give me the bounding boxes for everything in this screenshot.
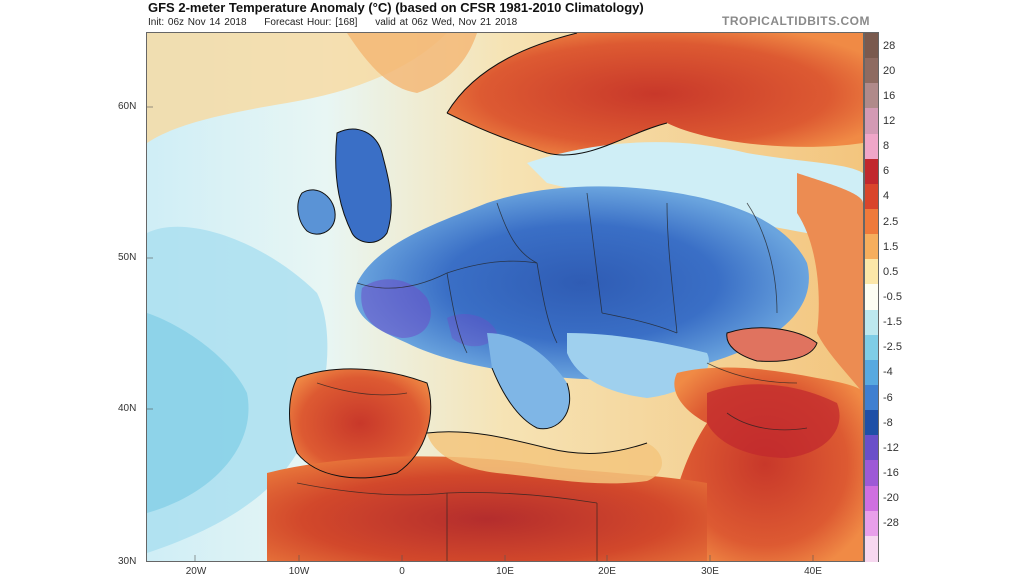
colorbar-label: 1.5 xyxy=(883,240,899,253)
valid-time: valid at 06z Wed, Nov 21 2018 xyxy=(375,17,518,28)
russia-warm xyxy=(797,173,863,393)
colorbar-label: -16 xyxy=(883,467,899,479)
colorbar-cell xyxy=(865,58,878,85)
colorbar-label: 12 xyxy=(883,115,896,127)
colorbar-label: -20 xyxy=(883,492,899,505)
map-svg xyxy=(147,33,863,561)
colorbar-label: -1.5 xyxy=(883,316,902,329)
atlantic-cold-area xyxy=(147,313,249,513)
colorbar-cell xyxy=(865,33,878,59)
colorbar-label: 28 xyxy=(883,39,896,52)
colorbar-label: 4 xyxy=(883,190,890,203)
lon-label-20e: 20E xyxy=(598,566,616,576)
balkans-cool xyxy=(567,333,709,398)
italy-cool xyxy=(487,333,570,429)
colorbar-cell xyxy=(865,209,878,235)
colorbar xyxy=(864,32,879,562)
colorbar-label: 8 xyxy=(883,140,890,153)
ireland-cold xyxy=(297,189,336,235)
colorbar-cell xyxy=(865,234,878,261)
colorbar-cell xyxy=(865,385,878,411)
colorbar-cell xyxy=(865,410,878,437)
scandinavia-warm xyxy=(447,33,863,156)
colorbar-cell xyxy=(865,460,878,487)
brand-watermark: TROPICALTIDBITS.COM xyxy=(722,14,870,28)
colorbar-cell xyxy=(865,510,878,537)
colorbar-cell xyxy=(865,485,878,512)
colorbar-label: 2.5 xyxy=(883,215,899,228)
black-sea-warm xyxy=(726,327,817,362)
forecast-hour: Forecast Hour: [168] xyxy=(264,17,358,28)
lon-label-10e: 10E xyxy=(496,566,514,576)
colorbar-label: -4 xyxy=(883,366,893,379)
lat-label-50n: 50N xyxy=(118,252,137,263)
colorbar-cell xyxy=(865,309,878,336)
lon-label-20w: 20W xyxy=(185,566,207,576)
lon-label-0: 0 xyxy=(399,566,405,576)
britain-cold xyxy=(335,129,392,243)
colorbar-cell xyxy=(865,158,878,185)
colorbar-label: -28 xyxy=(883,517,899,530)
lat-label-30n: 30N xyxy=(118,556,137,567)
colorbar-label: 16 xyxy=(883,89,896,102)
colorbar-cell xyxy=(865,535,878,562)
lon-label-30e: 30E xyxy=(701,566,719,576)
colorbar-label: -2.5 xyxy=(883,341,902,354)
colorbar-label: -12 xyxy=(883,441,899,454)
lon-label-40e: 40E xyxy=(804,566,822,576)
init-time: Init: 06z Nov 14 2018 xyxy=(148,17,247,28)
colorbar-cell xyxy=(865,108,878,135)
central-europe-cold xyxy=(354,186,809,380)
colorbar-cell xyxy=(865,133,878,160)
coastlines xyxy=(289,33,818,479)
lat-label-60n: 60N xyxy=(118,101,137,112)
country-borders xyxy=(296,192,808,561)
lon-label-10w: 10W xyxy=(288,566,310,576)
mediterranean-sea xyxy=(427,431,662,484)
norwegian-sea-warm xyxy=(347,33,477,93)
colorbar-cell xyxy=(865,435,878,462)
colorbar-cell xyxy=(865,259,878,286)
colorbar-label: -0.5 xyxy=(883,291,902,303)
lat-label-40n: 40N xyxy=(118,403,137,414)
baltic-cool-band xyxy=(527,142,863,243)
anatolia-hot xyxy=(707,384,840,458)
map-subtitle: Init: 06z Nov 14 2018 Forecast Hour: [16… xyxy=(148,17,531,28)
colorbar-cell xyxy=(865,334,878,361)
anomaly-map xyxy=(146,32,864,562)
iberia-warm xyxy=(289,368,431,478)
colorbar-cell xyxy=(865,183,878,210)
colorbar-label: 20 xyxy=(883,64,896,77)
colorbar-cell xyxy=(865,284,878,311)
colorbar-label: -6 xyxy=(883,391,893,404)
graticule xyxy=(147,106,814,561)
map-title: GFS 2-meter Temperature Anomaly (°C) (ba… xyxy=(148,0,644,15)
colorbar-cell xyxy=(865,359,878,386)
colorbar-label: 6 xyxy=(883,165,890,178)
colorbar-label: 0.5 xyxy=(883,265,899,278)
colorbar-label: -8 xyxy=(883,416,893,429)
colorbar-cell xyxy=(865,83,878,110)
alps-very-cold xyxy=(447,313,497,347)
france-very-cold xyxy=(361,279,431,338)
